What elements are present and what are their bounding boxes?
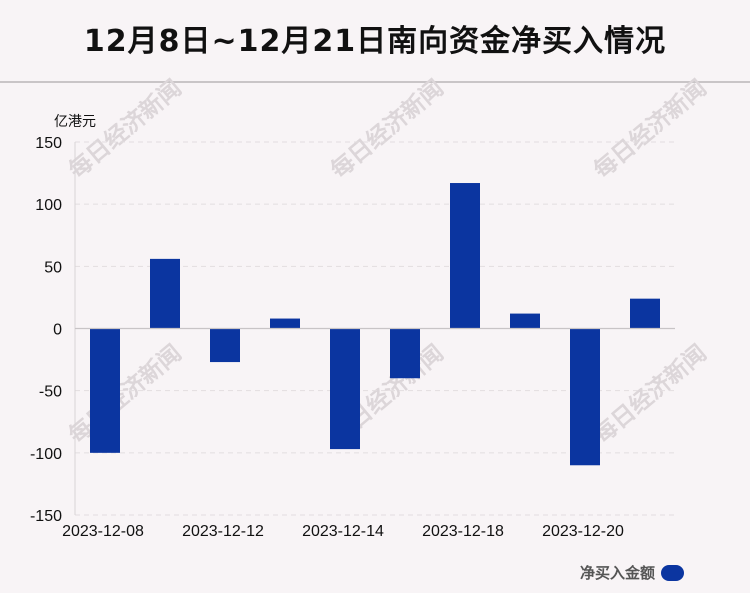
bar-2023-12-12 xyxy=(210,328,240,363)
x-tick-label: 2023-12-18 xyxy=(422,523,504,540)
y-axis-label: 亿港元 xyxy=(54,114,96,130)
y-tick-label: -50 xyxy=(39,384,62,401)
watermark-text: 每日经济新闻 xyxy=(326,75,449,184)
bar-2023-12-11 xyxy=(150,258,180,329)
y-tick-label: 150 xyxy=(35,135,62,152)
x-tick-label: 2023-12-12 xyxy=(182,523,264,540)
legend-swatch xyxy=(661,564,684,581)
page-title: 12月8日~12月21日南向资金净买入情况 xyxy=(83,24,667,59)
bar-2023-12-20 xyxy=(570,328,600,466)
x-tick-label: 2023-12-08 xyxy=(62,523,144,540)
x-tick-label: 2023-12-14 xyxy=(302,523,384,540)
y-tick-label: 100 xyxy=(35,197,62,214)
legend[interactable]: 净买入金额 xyxy=(580,562,684,583)
y-tick-label: 50 xyxy=(44,259,62,276)
bar-2023-12-08 xyxy=(90,328,120,453)
y-tick-label: -100 xyxy=(30,446,62,463)
legend-label: 净买入金额 xyxy=(579,564,655,582)
y-tick-label: -150 xyxy=(30,508,62,525)
bar-2023-12-18 xyxy=(450,183,480,329)
y-tick-label: 0 xyxy=(53,322,62,339)
bar-2023-12-13 xyxy=(270,318,300,329)
watermark-text: 每日经济新闻 xyxy=(589,340,712,449)
x-tick-label: 2023-12-20 xyxy=(542,523,624,540)
watermark-text: 每日经济新闻 xyxy=(589,75,712,184)
bar-2023-12-21 xyxy=(630,298,660,329)
bar-2023-12-19 xyxy=(510,313,540,329)
bar-2023-12-14 xyxy=(330,328,360,450)
bar-2023-12-15 xyxy=(390,328,420,379)
watermark-text: 每日经济新闻 xyxy=(64,340,187,449)
title-divider xyxy=(0,81,750,83)
